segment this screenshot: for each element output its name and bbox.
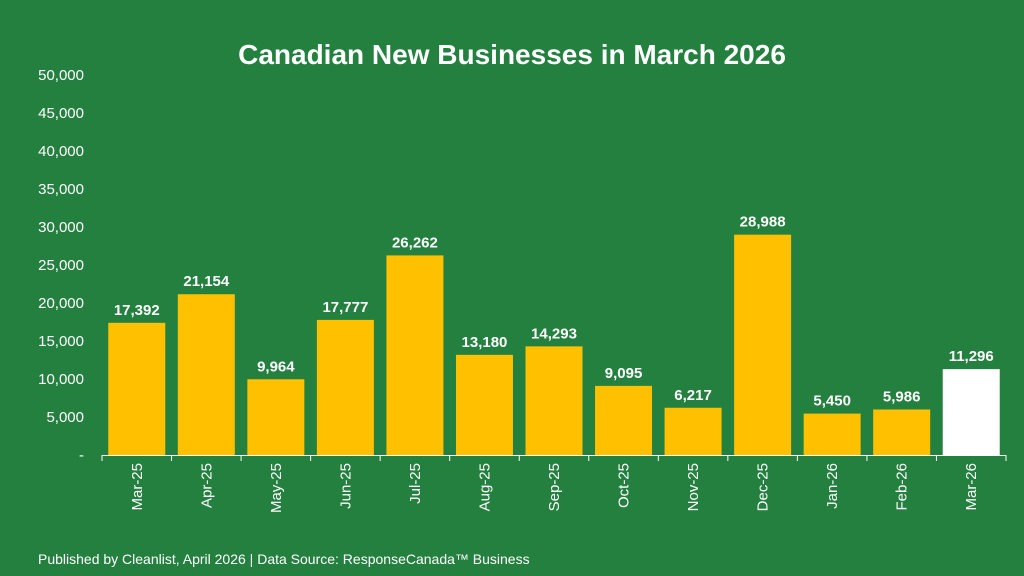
data-label: 6,217 [674,387,712,404]
bar-mar-26 [942,369,1000,455]
x-tick-label: Apr-25 [198,463,215,508]
data-label: 11,296 [949,348,994,365]
x-tick-label: Sep-25 [546,463,563,511]
data-label: 17,777 [322,299,368,316]
chart-title: Canadian New Businesses in March 2026 [238,39,786,70]
bar-mar-25 [108,322,166,455]
bar-dec-25 [734,234,792,455]
y-tick-label: 15,000 [38,333,84,350]
y-tick-label: 5,000 [46,409,84,426]
x-tick-label: Oct-25 [616,463,633,508]
x-tick-label: Jan-26 [824,463,841,509]
data-label: 14,293 [531,325,577,342]
bar-feb-26 [873,409,931,455]
data-label: 13,180 [462,334,508,351]
y-tick-label: 45,000 [38,105,84,122]
bar-jun-25 [316,319,374,455]
bar-jul-25 [386,255,444,455]
y-tick-label: - [79,447,84,464]
bar-may-25 [247,379,305,455]
y-tick-label: 25,000 [38,257,84,274]
data-label: 26,262 [392,234,438,251]
bar-oct-25 [595,385,653,455]
x-tick-label: Mar-25 [129,463,146,511]
x-tick-label: Feb-26 [894,463,911,511]
y-tick-label: 20,000 [38,295,84,312]
footer-source-note: Published by Cleanlist, April 2026 | Dat… [38,551,530,567]
bar-sep-25 [525,346,583,455]
data-labels-group: 17,392 21,154 9,964 17,777 26,262 13,180 14,29… [114,214,994,410]
y-tick-label: 30,000 [38,219,84,236]
x-tick-label: Mar-26 [963,463,980,511]
data-label: 21,154 [183,273,230,290]
data-label: 9,095 [605,365,643,382]
bar-jan-26 [803,413,861,455]
x-tick-label: Dec-25 [755,463,772,511]
data-label: 9,964 [257,358,295,375]
data-label: 28,988 [740,214,786,231]
x-axis: Mar-25 Apr-25 May-25 Jun-25 Jul-25 Aug-25 Sep-… [101,455,1007,513]
data-label: 5,986 [883,389,921,406]
y-tick-label: 10,000 [38,371,84,388]
x-tick-label: Jul-25 [407,463,424,504]
y-tick-label: 40,000 [38,143,84,160]
data-label: 5,450 [813,393,851,410]
bar-apr-25 [177,294,235,455]
y-tick-label: 35,000 [38,181,84,198]
data-label: 17,392 [114,302,160,319]
x-tick-label: May-25 [268,463,285,513]
x-tick-label: Jun-25 [337,463,354,509]
bar-nov-25 [664,407,722,455]
x-tick-label: Nov-25 [685,463,702,511]
y-axis: - 5,000 10,000 15,000 20,000 25,000 30,000 35,0… [38,67,84,464]
bars-group [108,234,1000,455]
y-tick-label: 50,000 [38,67,84,84]
bar-aug-25 [455,354,513,455]
x-tick-label: Aug-25 [476,463,493,511]
